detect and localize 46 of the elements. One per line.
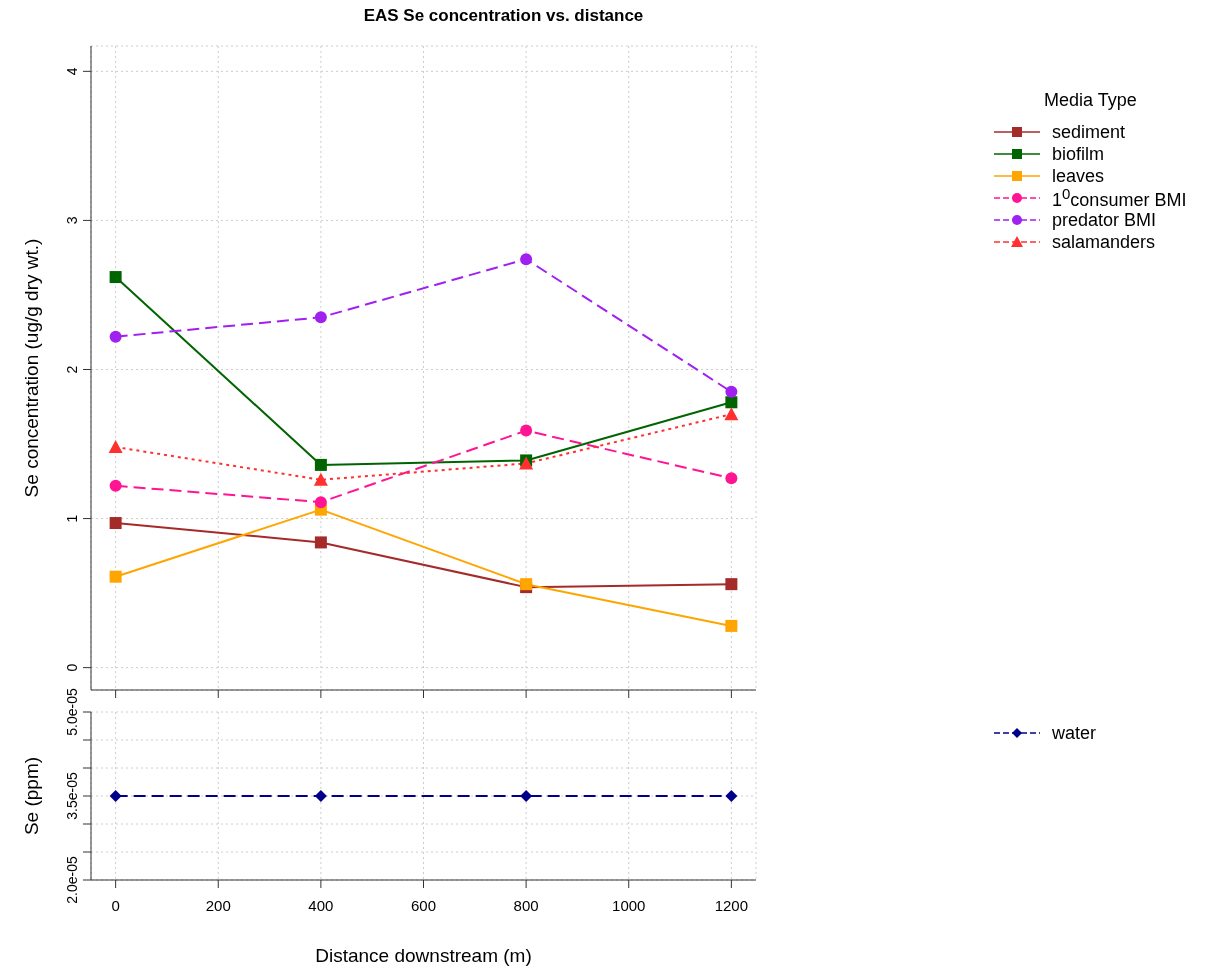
chart-title: EAS Se concentration vs. distance [362, 6, 645, 26]
point [109, 330, 122, 343]
point [314, 458, 327, 471]
legend-label: leaves [1052, 165, 1105, 187]
y-tick-label: 2.0e-05 [64, 856, 80, 904]
point [109, 479, 122, 492]
legend-label: 1$^{0}$consumer BMI [1052, 185, 1187, 211]
x-tick-label: 400 [308, 896, 334, 914]
y-tick-label: 3 [64, 216, 80, 225]
point [314, 311, 327, 324]
legend-label: biofilm [1052, 143, 1105, 165]
point [314, 536, 327, 549]
y-tick-label: 4 [64, 67, 80, 76]
y-tick-label: 2 [64, 365, 80, 374]
y-tick-label: 5.0e-05 [64, 688, 80, 736]
legend-title: Media Type [1044, 90, 1138, 111]
x-tick-label: 1200 [714, 896, 749, 914]
legend-label: predator BMI [1052, 209, 1157, 231]
point [313, 472, 328, 486]
point [109, 271, 122, 284]
point [724, 407, 739, 421]
x-tick-label: 200 [205, 896, 231, 914]
y-tick-label: 0 [64, 663, 80, 672]
y-axis-title: Se (ppm) [20, 756, 42, 836]
x-tick-label: 800 [513, 896, 539, 914]
x-tick-label: 1000 [612, 896, 646, 914]
legend-label: sediment [1052, 121, 1126, 143]
point [725, 619, 738, 632]
point [725, 472, 738, 485]
y-tick-label: 1 [64, 514, 80, 523]
legend-label: salamanders [1052, 231, 1156, 253]
point [520, 424, 533, 437]
y-axis-title: Se concentration (ug/g dry wt.) [20, 238, 42, 498]
x-axis-title: Distance downstream (m) [315, 945, 532, 966]
x-tick-label: 0 [111, 896, 120, 914]
point [725, 385, 738, 398]
point [725, 578, 738, 591]
x-tick-label: 600 [410, 896, 437, 914]
point [725, 396, 738, 409]
point [108, 440, 123, 454]
point [314, 496, 327, 509]
point [520, 253, 533, 266]
point [109, 570, 122, 583]
point [109, 517, 122, 530]
legend-label: water [1052, 722, 1097, 744]
y-tick-label: 3.5e-05 [64, 772, 80, 820]
